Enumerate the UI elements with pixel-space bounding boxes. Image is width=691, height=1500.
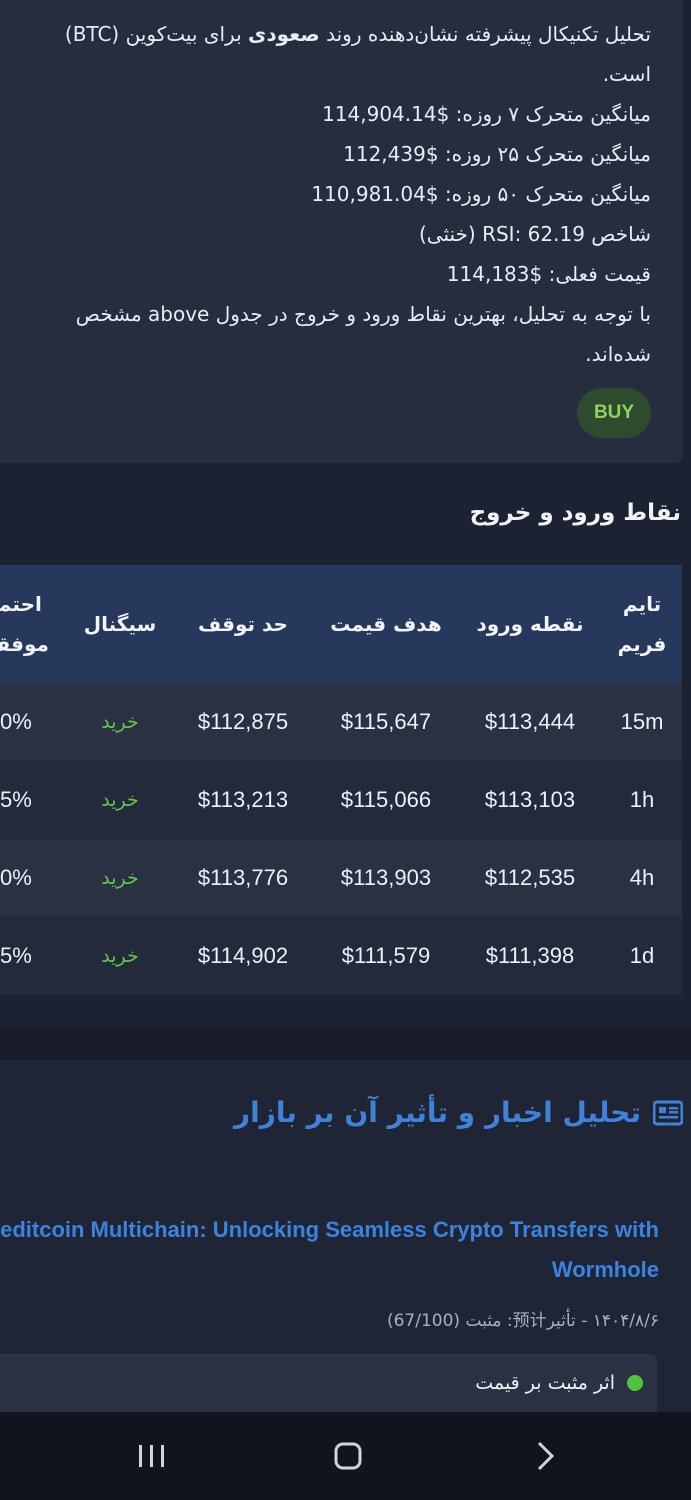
- cell-target: $113,903: [340, 865, 432, 890]
- cell-signal: خرید: [101, 789, 139, 811]
- home-button[interactable]: [308, 1412, 388, 1500]
- home-icon: [334, 1442, 362, 1470]
- cell-timeframe: 1h: [629, 787, 655, 812]
- header-signal: سیگنال: [83, 612, 157, 636]
- header-probability: احتمال موفقیت: [0, 592, 49, 656]
- system-navigation-bar: [0, 1412, 691, 1500]
- cell-signal: خرید: [101, 711, 139, 733]
- table-row: 1h $113,103 $115,066 $113,213 خرید 5%: [0, 761, 682, 839]
- header-timeframe: تایم فریم: [617, 592, 667, 656]
- recent-apps-button[interactable]: [112, 1412, 192, 1500]
- cell-probability: 0%: [0, 865, 32, 890]
- entry-exit-table: تایم فریم نقطه ورود هدف قیمت حد توقف سیگ…: [0, 565, 682, 998]
- trend-word: صعودی: [248, 22, 320, 46]
- header-target: هدف قیمت: [330, 612, 442, 636]
- impact-box: [0, 1354, 657, 1414]
- conclusion-line: با توجه به تحلیل، بهترین نقاط ورود و خرو…: [75, 302, 651, 366]
- newspaper-icon: [652, 1100, 684, 1126]
- table-row: 15m $113,444 $115,647 $112,875 خرید 0%: [0, 683, 682, 761]
- news-section-title: تحلیل اخبار و تأثیر آن بر بازار: [234, 1096, 684, 1129]
- ma25-line: میانگین متحرک ۲۵ روزه: $112,439: [343, 142, 651, 166]
- cell-timeframe: 15m: [620, 709, 664, 734]
- impact-item: اثر مثبت بر قیمت: [475, 1372, 643, 1394]
- ma7-line: میانگین متحرک ۷ روزه: $114,904.14: [322, 102, 651, 126]
- cell-stop: $114,902: [197, 943, 289, 968]
- cell-stop: $113,213: [197, 787, 289, 812]
- table-row: 1d $111,398 $111,579 $114,902 خرید 5%: [0, 917, 682, 995]
- table-row: 4h $112,535 $113,903 $113,776 خرید 0%: [0, 839, 682, 917]
- section-divider: [0, 1028, 691, 1060]
- news-headline-link[interactable]: Creditcoin Multichain: Unlocking Seamles…: [0, 1217, 659, 1282]
- cell-signal: خرید: [101, 945, 139, 967]
- table-header: تایم فریم نقطه ورود هدف قیمت حد توقف سیگ…: [0, 565, 682, 683]
- ma50-line: میانگین متحرک ۵۰ روزه: $110,981.04: [311, 182, 651, 206]
- analysis-text: تحلیل تکنیکال پیشرفته نشان‌دهنده روند صع…: [11, 14, 651, 374]
- header-stop: حد توقف: [198, 612, 288, 636]
- cell-target: $111,579: [341, 943, 431, 968]
- cell-entry: $111,398: [485, 943, 575, 968]
- news-meta: ۱۴۰۴/۸/۶ - تأثیر预计: مثبت (67/100): [386, 1311, 659, 1331]
- cell-probability: 5%: [0, 787, 32, 812]
- summary-prefix: تحلیل تکنیکال پیشرفته نشان‌دهنده روند: [319, 22, 651, 46]
- buy-badge: BUY: [577, 388, 651, 438]
- cell-signal: خرید: [101, 867, 139, 889]
- cell-stop: $112,875: [197, 709, 289, 734]
- cell-probability: 5%: [0, 943, 32, 968]
- summary-suffix: برای بیت‌کوین (BTC) است.: [64, 22, 651, 86]
- cell-entry: $113,444: [484, 709, 576, 734]
- cell-timeframe: 1d: [629, 943, 655, 968]
- cell-entry: $112,535: [484, 865, 576, 890]
- news-panel: [0, 1060, 691, 1412]
- cell-timeframe: 4h: [629, 865, 655, 890]
- cell-target: $115,647: [340, 709, 432, 734]
- positive-dot-icon: [627, 1375, 643, 1391]
- recent-apps-icon: [139, 1445, 164, 1467]
- news-title-text: تحلیل اخبار و تأثیر آن بر بازار: [234, 1096, 641, 1129]
- entry-exit-title: نقاط ورود و خروج: [469, 500, 681, 526]
- cell-stop: $113,776: [197, 865, 289, 890]
- cell-entry: $113,103: [484, 787, 576, 812]
- header-entry: نقطه ورود: [476, 612, 584, 636]
- back-button[interactable]: [505, 1412, 585, 1500]
- cell-probability: 0%: [0, 709, 32, 734]
- rsi-line: شاخص RSI: 62.19 (خنثی): [419, 222, 651, 246]
- analysis-card: تحلیل تکنیکال پیشرفته نشان‌دهنده روند صع…: [0, 0, 683, 463]
- back-icon: [537, 1441, 555, 1471]
- impact-text: اثر مثبت بر قیمت: [475, 1372, 615, 1394]
- analysis-summary: تحلیل تکنیکال پیشرفته نشان‌دهنده روند صع…: [11, 14, 651, 94]
- price-line: قیمت فعلی: $114,183: [446, 262, 651, 286]
- cell-target: $115,066: [340, 787, 432, 812]
